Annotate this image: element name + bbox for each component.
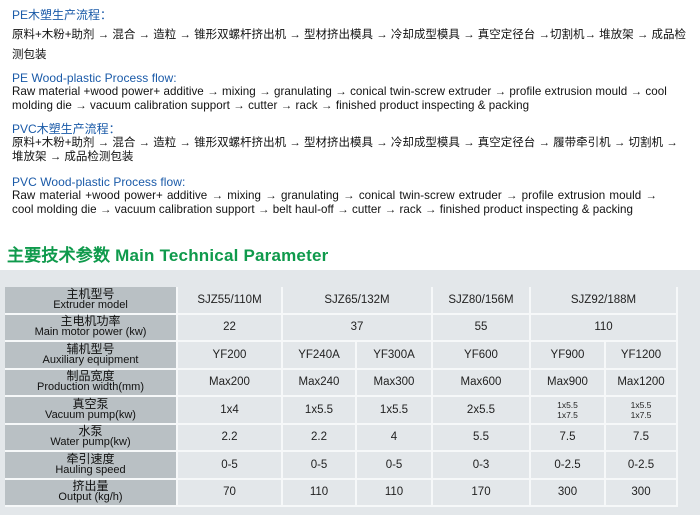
parameter-table: 主机型号 Extruder model SJZ55/110M SJZ65/132M SJ… [5, 287, 678, 507]
table-cell: 300 [530, 478, 606, 507]
pvc-cn-text: 原料+木粉+助剂 → 混合 → 造粒 → 锥形双螺杆挤出机 → 型材挤出模具 →… [12, 137, 678, 163]
table-cell: 110 [530, 313, 678, 342]
section-title: 主要技术参数 Main Technical Parameter [7, 246, 329, 265]
row-label: 挤出量 Output (kg/h) [5, 478, 178, 507]
row-label-en: Hauling speed [55, 463, 126, 476]
table-cell: 5.5 [432, 423, 531, 452]
row-label: 水泵 Water pump(kw) [5, 423, 178, 452]
pvc-cn-heading: PVC木塑生产流程： [12, 122, 121, 136]
table-cell: 1x4 [177, 396, 283, 425]
table-row: 主机型号 Extruder model SJZ55/110M SJZ65/132M SJ… [5, 286, 678, 315]
row-label-en: Water pump(kw) [50, 436, 131, 449]
row-label: 主机型号 Extruder model [5, 286, 178, 315]
pe-cn-text: 原料+木粉+助剂 → 混合 → 造粒 → 锥形双螺杆挤出机 → 型材挤出模具 →… [12, 29, 687, 61]
row-label-en: Vacuum pump(kw) [45, 408, 136, 421]
pe-cn-flow: PE木塑生产流程： 原料+木粉+助剂 → 混合 → 造粒 → 锥形双螺杆挤出机 … [12, 8, 692, 65]
row-label-en: Output (kg/h) [58, 491, 123, 504]
table-cell: 2x5.5 [432, 396, 531, 425]
table-cell: 0-2.5 [605, 451, 678, 480]
table-cell: 0-3 [432, 451, 531, 480]
row-label-cn: 水泵 [78, 424, 103, 439]
table-cell: Max900 [530, 368, 606, 397]
pe-cn-heading: PE木塑生产流程： [12, 8, 113, 22]
table-cell: 110 [282, 478, 357, 507]
table-cell: 2.2 [282, 423, 357, 452]
table-cell: YF900 [530, 341, 606, 370]
row-label: 制品宽度 Production width(mm) [5, 368, 178, 397]
table-cell: Max200 [177, 368, 283, 397]
row-label-cn: 制品宽度 [66, 369, 115, 384]
table-cell: 22 [177, 313, 283, 342]
table-row: 水泵 Water pump(kw) 2.2 2.2 4 5.5 7.5 7.5 [5, 423, 678, 452]
table-cell: SJZ80/156M [432, 287, 531, 315]
table-cell: YF300A [356, 341, 433, 370]
table-cell: 4 [356, 423, 433, 452]
row-label-cn: 挤出量 [72, 479, 109, 494]
row-label-en: Extruder model [53, 298, 128, 311]
table-cell: 1x5.5 [356, 396, 433, 425]
table-cell: 1x5.5 1x7.5 [605, 396, 678, 425]
row-label-en: Auxiliary equipment [42, 353, 139, 366]
row-label: 辅机型号 Auxiliary equipment [5, 341, 178, 370]
pe-en-heading: PE Wood-plastic Process flow: [12, 71, 177, 85]
table-cell: 1x5.5 [282, 396, 357, 425]
table-cell: Max300 [356, 368, 433, 397]
row-label: 真空泵 Vacuum pump(kw) [5, 396, 178, 425]
table-row: 真空泵 Vacuum pump(kw) 1x4 1x5.5 1x5.5 2x5.5 1x5.… [5, 396, 678, 425]
table-cell: 0-2.5 [530, 451, 606, 480]
pvc-en-flow: PVC Wood-plastic Process flow: Raw mater… [12, 175, 657, 217]
pvc-cn-flow: PVC木塑生产流程： 原料+木粉+助剂 → 混合 → 造粒 → 锥形双螺杆挤出机… [12, 122, 692, 164]
row-label-cn: 主机型号 [66, 286, 115, 301]
table-cell: 170 [432, 478, 531, 507]
table-row: 牵引速度 Hauling speed 0-5 0-5 0-5 0-3 0-2.5 0-2.5 [5, 451, 678, 480]
row-label-en: Production width(mm) [37, 381, 144, 394]
table-cell: YF240A [282, 341, 357, 370]
table-cell: 1x5.5 1x7.5 [530, 396, 606, 425]
table-row: 主电机功率 Main motor power (kw) 22 37 55 110 [5, 313, 678, 342]
table-cell: Max600 [432, 368, 531, 397]
table-cell: 110 [356, 478, 433, 507]
pe-en-flow: PE Wood-plastic Process flow: Raw materi… [12, 71, 692, 113]
table-cell: Max240 [282, 368, 357, 397]
table-cell: 7.5 [530, 423, 606, 452]
table-cell: 55 [432, 313, 531, 342]
row-label-cn: 真空泵 [72, 396, 109, 411]
table-cell: 0-5 [177, 451, 283, 480]
row-label: 牵引速度 Hauling speed [5, 451, 178, 480]
row-label-cn: 主电机功率 [60, 314, 121, 329]
table-row: 挤出量 Output (kg/h) 70 110 110 170 300 300 [5, 478, 678, 507]
row-label: 主电机功率 Main motor power (kw) [5, 313, 178, 342]
table-row: 制品宽度 Production width(mm) Max200 Max240 Max3… [5, 368, 678, 397]
table-cell: SJZ55/110M [177, 287, 283, 315]
table-cell: 7.5 [605, 423, 678, 452]
table-cell: Max1200 [605, 368, 678, 397]
table-cell: 0-5 [356, 451, 433, 480]
table-cell: 300 [605, 478, 678, 507]
table-cell: 0-5 [282, 451, 357, 480]
table-cell: YF200 [177, 341, 283, 370]
table-cell: YF1200 [605, 341, 678, 370]
table-cell: 37 [282, 313, 433, 342]
row-label-cn: 辅机型号 [66, 341, 115, 356]
table-cell: YF600 [432, 341, 531, 370]
pe-en-text: Raw material +wood power+ additive → mix… [12, 85, 667, 112]
row-label-cn: 牵引速度 [66, 451, 115, 466]
table-cell: 70 [177, 478, 283, 507]
table-cell: SJZ92/188M [530, 287, 678, 315]
pvc-en-heading: PVC Wood-plastic Process flow: [12, 175, 186, 189]
table-row: 辅机型号 Auxiliary equipment YF200 YF240A YF300A… [5, 341, 678, 370]
table-cell: SJZ65/132M [282, 287, 433, 315]
table-cell: 2.2 [177, 423, 283, 452]
row-label-en: Main motor power (kw) [34, 326, 147, 339]
pvc-en-text: Raw material +wood power+ additive → mix… [12, 189, 657, 216]
